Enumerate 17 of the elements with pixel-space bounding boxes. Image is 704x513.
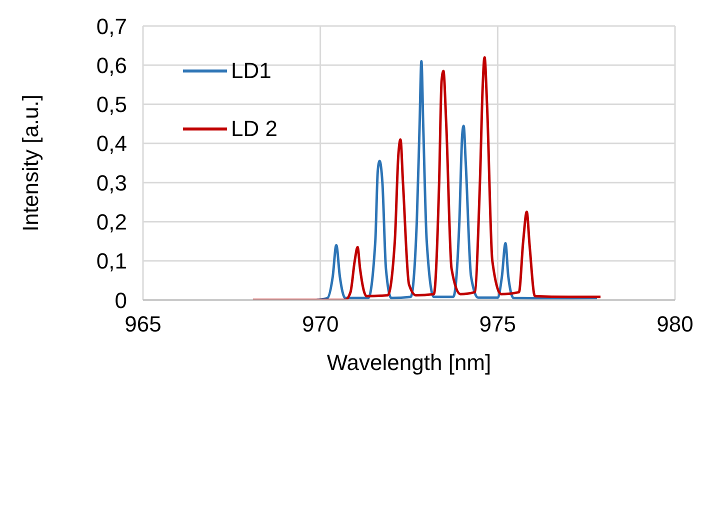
line-series — [316, 60, 598, 300]
legend-label: LD 2 — [231, 116, 278, 142]
x-tick-label: 965 — [124, 312, 162, 337]
y-axis-title: Intensity [a.u.] — [18, 94, 43, 232]
x-tick-label: 980 — [656, 312, 694, 337]
legend-label: LD1 — [231, 58, 272, 84]
x-tick-label: 970 — [302, 312, 339, 337]
y-tick-label: 0,6 — [96, 52, 127, 78]
y-tick-label: 0 — [114, 288, 127, 313]
y-tick-label: 0,3 — [96, 170, 127, 196]
y-tick-label: 0,1 — [96, 248, 127, 274]
y-tick-label: 0,5 — [96, 92, 127, 118]
y-tick-label: 0,2 — [96, 210, 127, 235]
x-axis-title: Wavelength [nm] — [326, 350, 492, 375]
y-tick-label: 0,4 — [96, 131, 127, 156]
y-tick-label: 0,7 — [96, 14, 127, 39]
x-tick-label: 975 — [479, 312, 516, 337]
